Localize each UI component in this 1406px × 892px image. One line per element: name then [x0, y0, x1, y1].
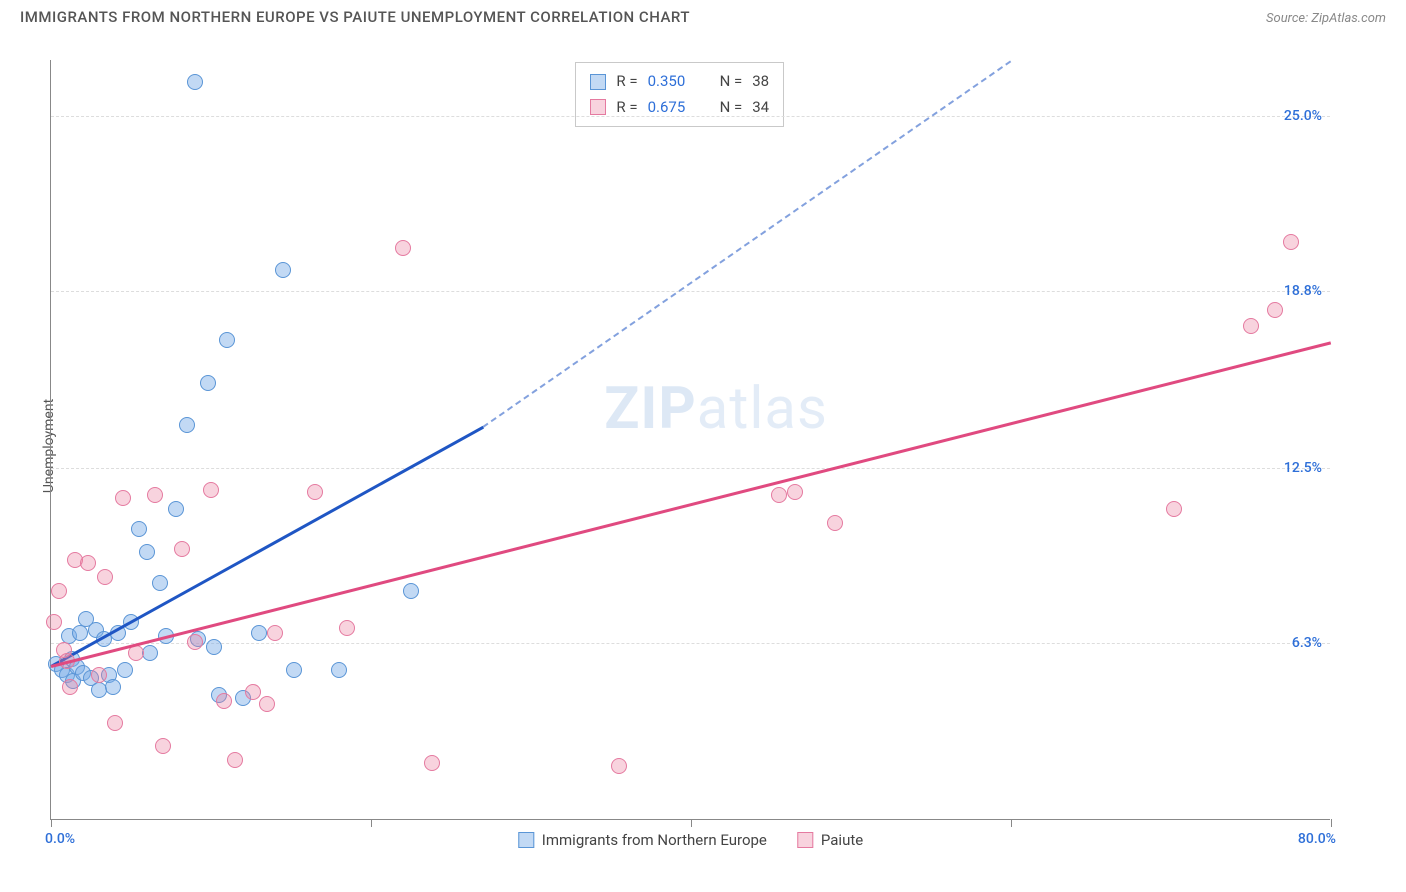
- x-min-label: 0.0%: [45, 831, 75, 847]
- r-label: R =: [616, 69, 637, 95]
- data-point: [339, 620, 355, 636]
- gridline: [51, 643, 1330, 644]
- x-tick: [1331, 819, 1332, 827]
- gridline: [51, 116, 1330, 117]
- y-tick-label: 12.5%: [1284, 460, 1322, 476]
- data-point: [1243, 318, 1259, 334]
- trend-line: [51, 342, 1332, 668]
- x-tick: [1011, 819, 1012, 827]
- data-point: [179, 417, 195, 433]
- legend-swatch: [590, 99, 606, 115]
- data-point: [251, 625, 267, 641]
- y-tick-label: 18.8%: [1284, 283, 1322, 299]
- data-point: [331, 662, 347, 678]
- data-point: [275, 262, 291, 278]
- data-point: [1267, 302, 1283, 318]
- data-point: [611, 758, 627, 774]
- legend-label: Paiute: [821, 831, 863, 849]
- data-point: [219, 332, 235, 348]
- data-point: [403, 583, 419, 599]
- data-point: [424, 755, 440, 771]
- data-point: [91, 682, 107, 698]
- data-point: [200, 375, 216, 391]
- legend-item: Paiute: [797, 831, 863, 849]
- y-tick-label: 25.0%: [1284, 108, 1322, 124]
- data-point: [203, 482, 219, 498]
- data-point: [72, 625, 88, 641]
- x-tick: [371, 819, 372, 827]
- x-max-label: 80.0%: [1298, 831, 1336, 847]
- data-point: [105, 679, 121, 695]
- data-point: [107, 715, 123, 731]
- data-point: [91, 667, 107, 683]
- legend-swatch: [590, 74, 606, 90]
- data-point: [771, 487, 787, 503]
- data-point: [80, 555, 96, 571]
- legend-swatch: [797, 832, 813, 848]
- data-point: [307, 484, 323, 500]
- x-axis-legend: Immigrants from Northern Europe Paiute: [518, 831, 863, 849]
- data-point: [286, 662, 302, 678]
- data-point: [1166, 501, 1182, 517]
- data-point: [187, 634, 203, 650]
- data-point: [206, 639, 222, 655]
- scatter-chart: ZIPatlas R =0.350N =38R =0.675N =34 Immi…: [50, 60, 1330, 820]
- legend-item: Immigrants from Northern Europe: [518, 831, 767, 849]
- r-value: 0.350: [648, 69, 698, 95]
- y-tick-label: 6.3%: [1292, 635, 1322, 651]
- data-point: [216, 693, 232, 709]
- data-point: [395, 240, 411, 256]
- data-point: [152, 575, 168, 591]
- data-point: [147, 487, 163, 503]
- data-point: [245, 684, 261, 700]
- n-label: N =: [720, 69, 743, 95]
- data-point: [139, 544, 155, 560]
- data-point: [227, 752, 243, 768]
- source-attribution: Source: ZipAtlas.com: [1266, 11, 1386, 26]
- data-point: [267, 625, 283, 641]
- x-tick: [691, 819, 692, 827]
- data-point: [1283, 234, 1299, 250]
- data-point: [131, 521, 147, 537]
- data-point: [155, 738, 171, 754]
- data-point: [51, 583, 67, 599]
- data-point: [142, 645, 158, 661]
- data-point: [259, 696, 275, 712]
- data-point: [46, 614, 62, 630]
- legend-swatch: [518, 832, 534, 848]
- n-value: 38: [752, 69, 769, 95]
- legend-label: Immigrants from Northern Europe: [542, 831, 767, 849]
- watermark-text: ZIPatlas: [604, 375, 828, 443]
- data-point: [117, 662, 133, 678]
- chart-title: IMMIGRANTS FROM NORTHERN EUROPE VS PAIUT…: [20, 8, 690, 26]
- data-point: [187, 74, 203, 90]
- data-point: [787, 484, 803, 500]
- gridline: [51, 291, 1330, 292]
- data-point: [827, 515, 843, 531]
- data-point: [115, 490, 131, 506]
- x-tick: [51, 819, 52, 827]
- stats-row: R = 0.350 N = 38: [590, 69, 769, 95]
- data-point: [174, 541, 190, 557]
- data-point: [168, 501, 184, 517]
- gridline: [51, 468, 1330, 469]
- data-point: [97, 569, 113, 585]
- data-point: [62, 679, 78, 695]
